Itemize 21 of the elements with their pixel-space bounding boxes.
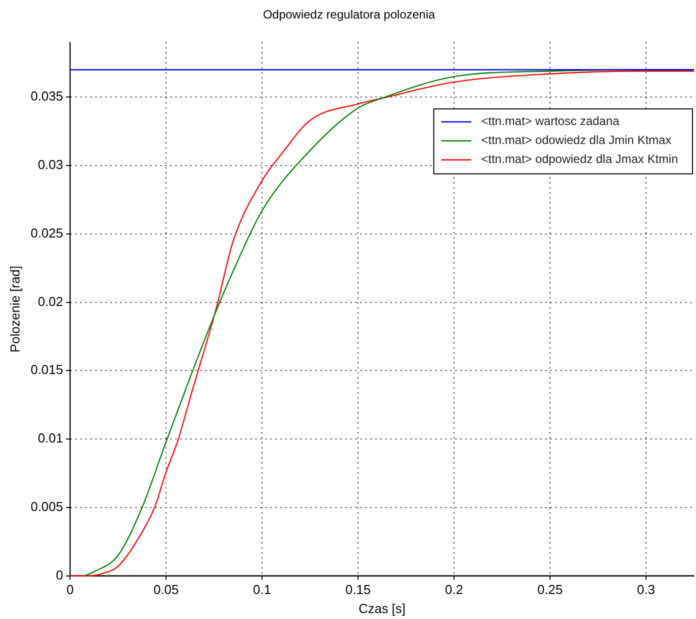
x-tick-label: 0 <box>66 582 74 598</box>
x-tick-label: 0.1 <box>253 582 272 598</box>
legend-label: <ttn.mat> wartosc zadana <box>481 114 620 128</box>
y-tick-label: 0.005 <box>30 498 64 514</box>
y-tick-label: 0 <box>56 567 64 582</box>
x-axis-title: Czas [s] <box>358 600 406 616</box>
x-tick-label: 0.2 <box>445 582 464 598</box>
y-tick-label: 0.035 <box>30 88 64 104</box>
y-tick-label: 0.015 <box>30 362 64 378</box>
x-tick-label: 0.25 <box>537 582 563 598</box>
x-tick-label: 0.3 <box>636 582 656 598</box>
x-tick-label: 0.15 <box>345 582 371 598</box>
legend-label: <ttn.mat> odpowiedz dla Jmax Ktmin <box>481 152 678 166</box>
y-axis-title: Polozenie [rad] <box>7 266 22 352</box>
chart-title: Odpowiedz regulatora polozenia <box>262 8 436 22</box>
y-tick-label: 0.01 <box>38 430 64 446</box>
y-tick-label: 0.03 <box>38 157 64 172</box>
y-tick-label: 0.02 <box>38 294 64 309</box>
y-tick-label: 0.025 <box>30 225 64 240</box>
legend-label: <ttn.mat> odowiedz dla Jmin Ktmax <box>481 133 672 148</box>
x-tick-label: 0.05 <box>153 582 179 598</box>
